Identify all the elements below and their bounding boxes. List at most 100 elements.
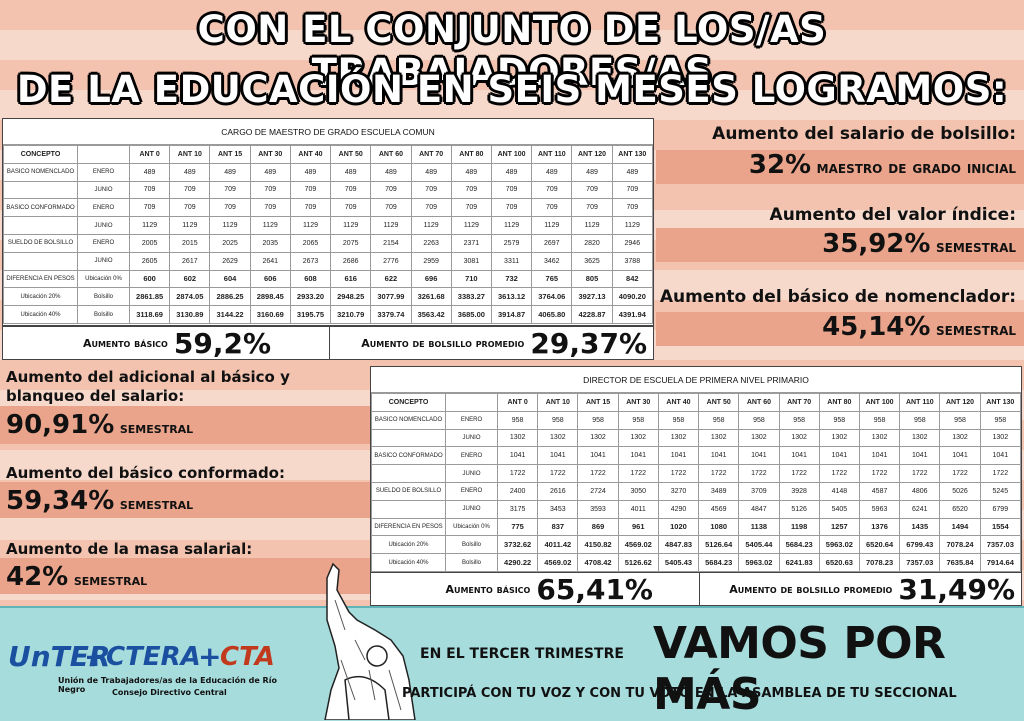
row-label: DIFERENCIA EN PESOS	[371, 517, 446, 537]
table-cell: 1041	[939, 446, 981, 466]
table-cell: 3261.68	[410, 287, 452, 307]
table-cell: 1041	[496, 446, 539, 466]
table-cell: 2820	[571, 233, 613, 253]
table-cell: 1302	[496, 428, 539, 448]
column-header: ANT 80	[818, 393, 860, 412]
table-cell: 2629	[209, 251, 251, 271]
stat-bar-1	[656, 150, 1024, 184]
table-row: JUNIO 1129 1129 1129 1129 1129 1129 1129 1129 112…	[3, 216, 654, 235]
row-sublabel: ENERO	[77, 162, 130, 182]
table-row: Ubicación 20% Bolsillo 2861.85 2874.05 2886.…	[3, 287, 654, 307]
table-cell: 1041	[778, 446, 820, 466]
aumento-bolsillo-label: Aumento de bolsillo promedio	[729, 582, 893, 596]
table-cell: 489	[249, 162, 291, 182]
table-cell: 2697	[531, 233, 573, 253]
statue-illustration	[324, 562, 416, 720]
row-label: BASICO NOMENCLADO	[3, 162, 78, 182]
row-sublabel: Bolsillo	[77, 287, 130, 307]
column-header: ANT 30	[617, 393, 659, 412]
table-row: BASICO CONFORMADO ENERO 709 709 709 709 709 709…	[3, 198, 654, 218]
row-sublabel: Bolsillo	[445, 553, 498, 572]
row-label: Ubicación 20%	[371, 535, 446, 555]
table-cell: 5405.43	[657, 553, 700, 572]
row-sublabel: JUNIO	[77, 216, 130, 235]
table-cell: 4090.20	[611, 287, 654, 307]
table-cell: 3379.74	[370, 305, 412, 324]
table-cell: 3210.79	[330, 305, 372, 324]
table-row: Ubicación 20% Bolsillo 3732.62 4011.42 4150.…	[371, 535, 1022, 555]
stat-suffix: semestral	[119, 419, 194, 437]
table-cell: 4847.83	[657, 535, 700, 555]
table-cell: 1041	[858, 446, 901, 466]
table-cell: 709	[128, 180, 171, 200]
table-row: Ubicación 40% Bolsillo 3118.69 3130.89 3144.…	[3, 305, 654, 324]
table-cell: 4708.42	[577, 553, 619, 572]
table-cell: 3625	[571, 251, 613, 271]
table-cell: 1722	[537, 464, 579, 483]
table-cell: 489	[410, 162, 452, 182]
stat-bar-2	[656, 228, 1024, 262]
table-cell: 3081	[450, 251, 492, 271]
table-cell: 709	[169, 198, 211, 218]
table-cell: 6520	[939, 499, 981, 519]
table-cell: 1722	[858, 464, 901, 483]
table-cell: 3118.69	[128, 305, 171, 324]
stat-suffix: maestro de grado inicial	[816, 158, 1016, 178]
left-stat-bar-3	[0, 558, 370, 594]
table-cell: 1041	[537, 446, 579, 466]
table-cell: 958	[939, 410, 981, 430]
row-label: BASICO CONFORMADO	[3, 198, 78, 218]
table-row: BASICO NOMENCLADO ENERO 958 958 958 958 958 958…	[371, 410, 1022, 430]
table-row: JUNIO 1722 1722 1722 1722 1722 1722 1722 1722 172…	[371, 464, 1022, 483]
row-label: Ubicación 20%	[3, 287, 78, 307]
table-cell: 709	[370, 180, 412, 200]
table-cell: 1494	[939, 517, 981, 537]
table-cell: 616	[330, 269, 372, 289]
table-cell: 1020	[657, 517, 700, 537]
aumento-bolsillo-value: 31,49%	[898, 572, 1015, 606]
stat-value-row: 32% maestro de grado inicial	[749, 150, 1016, 180]
row-label: BASICO NOMENCLADO	[371, 410, 446, 430]
table-cell: 7078.23	[858, 553, 901, 572]
column-header: ANT 130	[611, 145, 654, 164]
union-logos: UnTER + CTERA + CTA Unión de Trabajadore…	[8, 628, 298, 708]
table-cell: 5126	[778, 499, 820, 519]
table-cell: 489	[490, 162, 533, 182]
stat-value: 42%	[6, 562, 69, 592]
row-label: SUELDO DE BOLSILLO	[3, 233, 78, 253]
table-cell: 3311	[490, 251, 533, 271]
column-header: ANT 100	[490, 145, 533, 164]
table-cell: 1129	[410, 216, 452, 235]
row-label: Ubicación 40%	[3, 305, 78, 324]
table-cell: 958	[738, 410, 780, 430]
table-cell: 4290	[657, 499, 700, 519]
table-cell: 961	[617, 517, 659, 537]
row-sublabel: JUNIO	[445, 428, 498, 448]
table-cell: 765	[531, 269, 573, 289]
stat-value: 59,34%	[6, 486, 115, 516]
table-cell: 1302	[698, 428, 740, 448]
table-cell: 2400	[496, 481, 539, 501]
table-row: BASICO NOMENCLADO ENERO 489 489 489 489 489 489…	[3, 162, 654, 182]
table-cell: 2075	[330, 233, 372, 253]
table-cell: 696	[410, 269, 452, 289]
table-cell: 4065.80	[531, 305, 573, 324]
table-cell: 2933.20	[289, 287, 332, 307]
column-header	[445, 393, 498, 412]
table-cell: 2154	[370, 233, 412, 253]
aumento-basico-label: Aumento básico	[82, 336, 168, 350]
union-name: Unión de Trabajadores/as de la Educación…	[58, 676, 277, 694]
stat-label: Aumento del básico conformado:	[6, 464, 285, 482]
table-cell: 1257	[818, 517, 860, 537]
table-cell: 489	[450, 162, 492, 182]
column-header: ANT 120	[939, 393, 981, 412]
column-header: ANT 40	[289, 145, 332, 164]
table-cell: 1722	[899, 464, 941, 483]
table-cell: 4150.82	[577, 535, 619, 555]
table-cell: 7914.64	[979, 553, 1022, 572]
table-cell: 2617	[169, 251, 211, 271]
table-cell: 4806	[899, 481, 941, 501]
column-header: ANT 50	[330, 145, 372, 164]
table-cell: 5963.02	[738, 553, 780, 572]
table-cell: 1138	[738, 517, 780, 537]
